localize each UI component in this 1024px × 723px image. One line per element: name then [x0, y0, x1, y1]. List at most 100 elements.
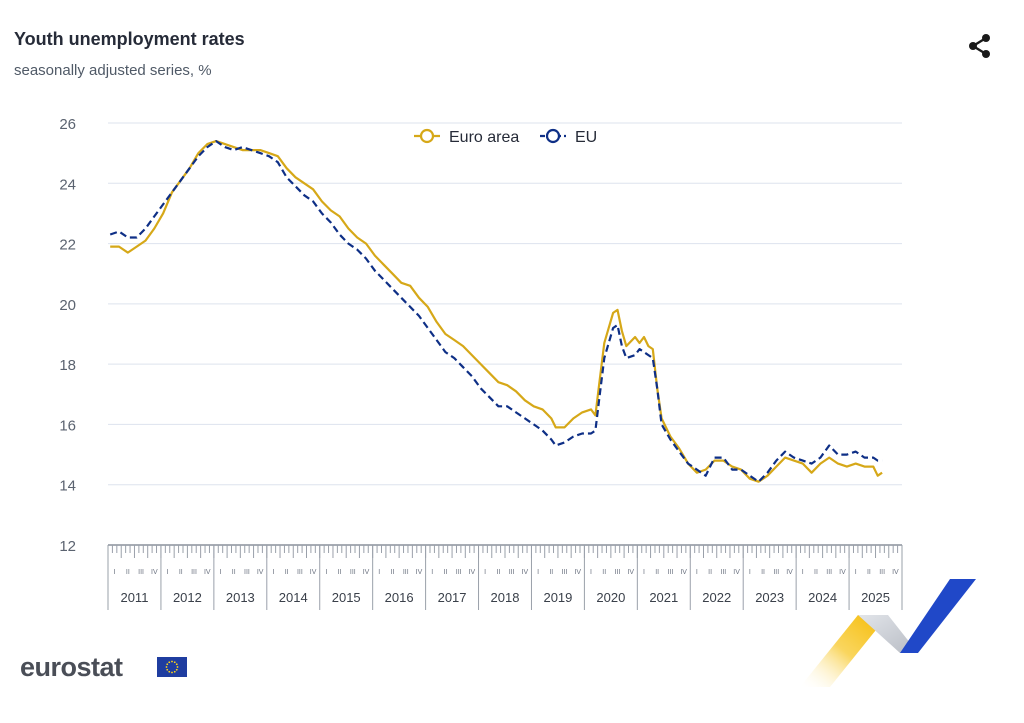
x-year-label: 2019 — [543, 590, 572, 605]
x-quarter-label: II — [655, 569, 659, 576]
x-quarter-label: II — [391, 569, 395, 576]
y-tick-label: 22 — [59, 237, 76, 254]
legend-label: EU — [575, 129, 597, 146]
x-quarter-label: II — [549, 569, 553, 576]
x-quarter-label: III — [615, 569, 621, 576]
x-quarter-label: I — [114, 569, 116, 576]
x-quarter-label: I — [802, 569, 804, 576]
x-quarter-label: IV — [151, 569, 158, 576]
x-quarter-label: III — [350, 569, 356, 576]
x-quarter-label: IV — [839, 569, 846, 576]
x-quarter-label: I — [484, 569, 486, 576]
gridlines — [108, 122, 902, 486]
x-quarter-label: II — [867, 569, 871, 576]
x-quarter-label: I — [855, 569, 857, 576]
x-quarter-label: II — [338, 569, 342, 576]
x-quarter-label: III — [562, 569, 568, 576]
x-quarter-label: IV — [627, 569, 634, 576]
x-quarter-label: IV — [204, 569, 211, 576]
x-year-label: 2022 — [702, 590, 731, 605]
x-quarter-label: IV — [469, 569, 476, 576]
x-year-label: 2018 — [491, 590, 520, 605]
x-quarter-label: I — [590, 569, 592, 576]
x-year-label: 2020 — [596, 590, 625, 605]
x-year-label: 2011 — [120, 590, 148, 605]
x-quarter-label: I — [378, 569, 380, 576]
x-quarter-label: II — [179, 569, 183, 576]
x-quarter-label: IV — [416, 569, 423, 576]
x-year-label: 2023 — [755, 590, 784, 605]
chart-subtitle: seasonally adjusted series, % — [14, 62, 212, 79]
legend-item[interactable]: EU — [540, 128, 597, 146]
x-quarter-label: III — [456, 569, 462, 576]
y-tick-label: 12 — [59, 538, 76, 555]
x-year-label: 2013 — [226, 590, 255, 605]
x-quarter-label: IV — [733, 569, 740, 576]
x-quarter-label: IV — [257, 569, 264, 576]
x-quarter-label: II — [232, 569, 236, 576]
x-quarter-label: II — [444, 569, 448, 576]
legend-label: Euro area — [449, 129, 519, 146]
x-year-label: 2015 — [332, 590, 361, 605]
x-year-label: 2024 — [808, 590, 837, 605]
x-quarter-label: I — [749, 569, 751, 576]
x-year-label: 2021 — [649, 590, 678, 605]
y-tick-label: 20 — [59, 297, 76, 314]
x-quarter-label: IV — [892, 569, 899, 576]
x-quarter-label: III — [826, 569, 832, 576]
x-quarter-label: II — [708, 569, 712, 576]
x-quarter-label: III — [138, 569, 144, 576]
x-quarter-label: II — [602, 569, 606, 576]
x-quarter-label: I — [167, 569, 169, 576]
y-tick-label: 14 — [59, 478, 76, 495]
x-quarter-label: III — [297, 569, 303, 576]
y-tick-label: 16 — [59, 417, 76, 434]
legend-item[interactable]: Euro area — [414, 128, 519, 146]
chart-title: Youth unemployment rates — [14, 29, 245, 49]
series — [109, 140, 883, 483]
share-icon[interactable] — [964, 30, 996, 62]
legend: Euro area EU — [414, 128, 597, 146]
x-quarter-label: I — [643, 569, 645, 576]
x-quarter-label: III — [244, 569, 250, 576]
x-quarter-label: III — [667, 569, 673, 576]
x-quarter-label: III — [720, 569, 726, 576]
x-quarter-label: III — [773, 569, 779, 576]
series-line-euro-area[interactable] — [110, 140, 883, 483]
x-quarter-label: I — [537, 569, 539, 576]
x-quarter-label: II — [814, 569, 818, 576]
x-quarter-label: II — [761, 569, 765, 576]
y-tick-label: 24 — [59, 176, 76, 193]
y-axis: 12 14 16 18 20 22 24 26 — [59, 116, 76, 555]
x-quarter-label: IV — [310, 569, 317, 576]
x-quarter-label: III — [403, 569, 409, 576]
x-quarter-label: I — [696, 569, 698, 576]
x-quarter-label: III — [509, 569, 515, 576]
eu-flag-icon — [157, 657, 187, 677]
x-quarter-label: I — [220, 569, 222, 576]
legend-marker — [545, 128, 561, 144]
x-quarter-label: II — [285, 569, 289, 576]
x-quarter-label: III — [191, 569, 197, 576]
x-quarter-label: I — [272, 569, 274, 576]
x-quarter-label: IV — [363, 569, 370, 576]
x-quarter-label: IV — [574, 569, 581, 576]
logo-text: eurostat — [20, 652, 123, 682]
x-quarter-label: IV — [522, 569, 529, 576]
series-line-eu[interactable] — [109, 140, 883, 483]
x-axis: I II III IV I II III IV I II III IV I II III IV I II III IV… — [107, 544, 903, 610]
x-year-label: 2025 — [861, 590, 890, 605]
x-quarter-label: III — [879, 569, 885, 576]
x-quarter-label: II — [126, 569, 130, 576]
x-year-label: 2017 — [438, 590, 467, 605]
x-quarter-label: IV — [786, 569, 793, 576]
x-quarter-label: I — [431, 569, 433, 576]
x-quarter-label: I — [325, 569, 327, 576]
y-tick-label: 26 — [59, 116, 76, 133]
legend-marker — [419, 128, 435, 144]
x-quarter-label: IV — [680, 569, 687, 576]
x-quarter-label: II — [496, 569, 500, 576]
x-year-label: 2014 — [279, 590, 308, 605]
x-year-label: 2012 — [173, 590, 202, 605]
